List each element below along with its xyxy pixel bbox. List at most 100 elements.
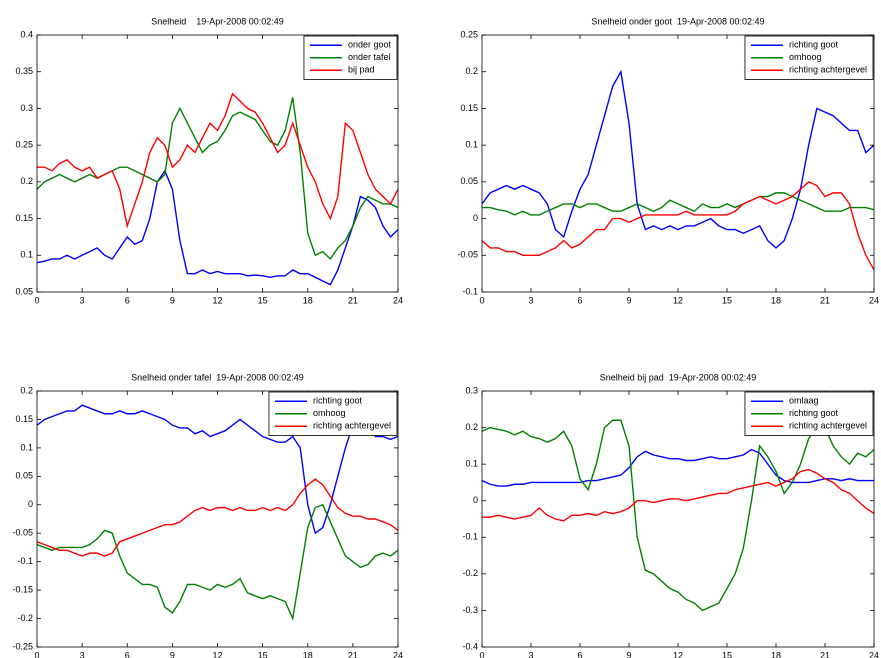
subplot: 0 3 6 9 12 15 18 21 24 -0.25 -0.2 -0.15 -0.1 -0.05 0 0.… <box>12 372 403 658</box>
series-line <box>482 192 875 216</box>
legend-label: bij pad <box>348 65 375 75</box>
x-tick-label: 24 <box>869 295 879 305</box>
y-tick-label: 0 <box>473 495 478 505</box>
legend: richting goot omhoog richting achtergevel <box>268 391 398 436</box>
chart-title: Snelheid bij pad 19-Apr-2008 00:02:49 <box>600 372 757 382</box>
y-tick-label: -0.05 <box>457 250 478 260</box>
x-tick-label: 6 <box>577 295 582 305</box>
series-line <box>481 181 875 271</box>
y-tick-label: 0.05 <box>15 471 33 481</box>
x-tick-label: 3 <box>528 650 533 658</box>
y-tick-label: 0.2 <box>20 176 33 186</box>
subplot: 0 3 6 9 12 15 18 21 24 -0.1 -0.05 0 0.05 0.1 0.15 0.2 0.… <box>457 16 879 305</box>
x-tick-label: 3 <box>80 650 85 658</box>
legend-label: richting achtergevel <box>789 421 867 431</box>
legend-label: onder tafel <box>348 52 391 62</box>
x-tick-label: 6 <box>125 650 130 658</box>
legend-label: omhoog <box>789 52 822 62</box>
y-tick-label: -0.1 <box>462 286 478 296</box>
series-line <box>36 169 399 286</box>
x-tick-label: 12 <box>212 650 222 658</box>
chart-title: Snelheid onder tafel 19-Apr-2008 00:02:4… <box>131 372 304 382</box>
series-line <box>37 92 399 229</box>
x-tick-label: 12 <box>673 650 683 658</box>
legend-label: richting achtergevel <box>789 65 867 75</box>
legend: onder goot onder tafel bij pad <box>303 35 398 80</box>
subplot: 0 3 6 9 12 15 18 21 24 0.05 0.1 0.15 0.2 0.25 0.3 0.35 0… <box>15 16 403 305</box>
x-tick-label: 0 <box>34 295 39 305</box>
y-tick-label: 0.25 <box>15 140 33 150</box>
series-line <box>482 468 875 522</box>
y-tick-label: 0 <box>473 213 478 223</box>
x-tick-label: 9 <box>626 295 631 305</box>
x-tick-label: 24 <box>393 295 403 305</box>
x-tick-label: 3 <box>528 295 533 305</box>
y-tick-label: 0.15 <box>15 213 33 223</box>
legend-label: omhoog <box>313 408 346 418</box>
x-tick-label: 15 <box>722 650 732 658</box>
y-tick-label: 0.3 <box>20 103 33 113</box>
y-tick-label: 0.1 <box>20 442 33 452</box>
series-line <box>481 69 875 249</box>
y-tick-label: 0.15 <box>15 414 33 424</box>
x-tick-label: 9 <box>626 650 631 658</box>
x-tick-label: 0 <box>479 650 484 658</box>
x-tick-label: 0 <box>34 650 39 658</box>
x-tick-label: 3 <box>80 295 85 305</box>
x-tick-label: 6 <box>577 650 582 658</box>
y-tick-label: 0.2 <box>465 66 478 76</box>
y-tick-label: -0.2 <box>462 568 478 578</box>
x-tick-label: 24 <box>869 650 879 658</box>
legend-label: omlaag <box>789 396 819 406</box>
y-tick-label: -0.1 <box>17 556 33 566</box>
y-tick-label: -0.25 <box>12 641 33 651</box>
y-tick-label: -0.15 <box>12 584 33 594</box>
y-tick-label: 0 <box>28 499 33 509</box>
y-tick-label: 0.15 <box>460 103 478 113</box>
x-tick-label: 18 <box>771 295 781 305</box>
series-line <box>36 478 399 557</box>
y-tick-label: -0.2 <box>17 613 33 623</box>
series-line <box>481 448 874 487</box>
x-tick-label: 24 <box>393 650 403 658</box>
x-tick-label: 15 <box>258 650 268 658</box>
legend-label: richting goot <box>789 408 839 418</box>
series-line <box>36 503 399 621</box>
y-tick-label: 0.1 <box>20 250 33 260</box>
legend-label: richting goot <box>313 396 363 406</box>
legend-label: richting goot <box>789 40 839 50</box>
y-tick-label: 0.3 <box>465 385 478 395</box>
legend: richting goot omhoog richting achtergevel <box>744 35 874 80</box>
x-tick-label: 21 <box>348 650 358 658</box>
y-tick-label: -0.4 <box>462 641 478 651</box>
y-tick-label: 0.05 <box>15 286 33 296</box>
legend-label: onder goot <box>348 40 392 50</box>
y-tick-label: 0.05 <box>460 176 478 186</box>
legend-label: richting achtergevel <box>313 421 391 431</box>
x-tick-label: 9 <box>170 650 175 658</box>
legend: omlaag richting goot richting achtergevel <box>744 391 874 436</box>
y-tick-label: 0.1 <box>465 459 478 469</box>
subplot: 0 3 6 9 12 15 18 21 24 -0.4 -0.3 -0.2 -0.1 0 0.1 0.2 0.3… <box>462 372 879 658</box>
y-tick-label: 0.4 <box>20 29 33 39</box>
y-tick-label: 0.2 <box>20 385 33 395</box>
x-tick-label: 18 <box>303 295 313 305</box>
x-tick-label: 21 <box>820 295 830 305</box>
y-tick-label: 0.2 <box>465 422 478 432</box>
x-tick-label: 6 <box>125 295 130 305</box>
x-tick-label: 15 <box>258 295 268 305</box>
y-tick-label: 0.1 <box>465 140 478 150</box>
x-tick-label: 21 <box>348 295 358 305</box>
series-line <box>481 419 875 612</box>
chart-title: Snelheid onder goot 19-Apr-2008 00:02:49 <box>591 16 764 26</box>
x-tick-label: 18 <box>771 650 781 658</box>
y-tick-label: 0.35 <box>15 66 33 76</box>
series-line <box>36 404 399 535</box>
x-tick-label: 18 <box>303 650 313 658</box>
x-tick-label: 15 <box>722 295 732 305</box>
y-tick-label: -0.05 <box>12 528 33 538</box>
x-tick-label: 21 <box>820 650 830 658</box>
chart-title: Snelheid 19-Apr-2008 00:02:49 <box>151 16 284 26</box>
